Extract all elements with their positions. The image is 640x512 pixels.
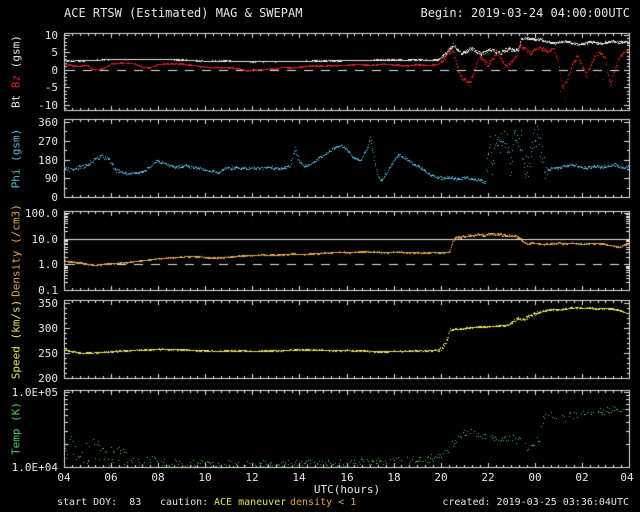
y-tick-label-bt-bz: -10 [38,99,58,112]
y-tick-label-temp: 1.0E+04 [11,461,58,474]
x-tick-label: 20 [434,471,448,484]
y-tick-label-phi: 180 [38,154,58,167]
x-tick-label: 12 [245,471,259,484]
y-tick-label-phi: 270 [38,135,58,148]
footer-ace-maneuver: ACE maneuver [214,497,287,508]
x-tick-label: 00 [528,471,542,484]
x-tick-label: 04 [57,471,71,484]
y-tick-label-density: 10.0 [31,233,59,246]
y-tick-label-phi: 0 [51,191,58,204]
y-tick-label-speed: 350 [38,297,58,310]
x-tick-label: 08 [151,471,165,484]
x-tick-label: 04 [620,471,634,484]
y-tick-label-density: 0.1 [38,284,58,297]
y-tick-label-speed: 300 [38,322,58,335]
footer-created-timestamp: created: 2019-03-25 03:36:04UTC [442,497,629,508]
y-tick-label-density: 1.0 [38,258,58,271]
y-tick-label-bt-bz: -5 [44,81,58,94]
y-tick-label-phi: 360 [38,116,58,129]
x-tick-label: 02 [575,471,589,484]
x-tick-label: 22 [481,471,495,484]
x-tick-label: 16 [340,471,354,484]
footer-start-doy: start DOY: 83 [57,497,142,508]
x-tick-label: 10 [198,471,212,484]
begin-timestamp: Begin: 2019-03-24 04:00:00UTC [420,6,630,20]
x-tick-label: 18 [387,471,401,484]
y-tick-label-density: 100.0 [24,207,58,220]
x-tick-label: 14 [292,471,306,484]
y-tick-label-bt-bz: 10 [44,29,58,42]
y-tick-label-temp: 1.0E+05 [11,386,58,399]
x-tick-label: 06 [104,471,118,484]
y-tick-label-speed: 250 [38,347,58,360]
y-tick-label-speed: 200 [38,372,58,385]
footer-density-caution: density < 1 [290,497,357,508]
chart-title: ACE RTSW (Estimated) MAG & SWEPAM [64,6,303,20]
footer-caution-label: caution: [160,497,209,508]
x-axis-label: UTC(hours) [313,483,381,496]
y-tick-label-bt-bz: 0 [51,64,58,77]
y-tick-label-bt-bz: 5 [51,46,58,59]
y-tick-label-phi: 90 [44,172,58,185]
